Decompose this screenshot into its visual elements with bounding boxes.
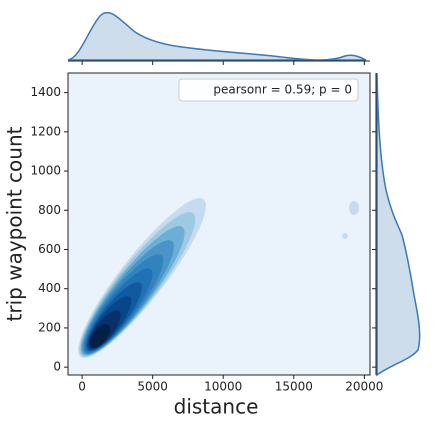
x-tick-label: 0 (78, 380, 86, 394)
x-tick-label: 5000 (137, 380, 168, 394)
density-level (89, 324, 111, 348)
y-tick-label: 600 (38, 242, 61, 256)
y-tick-label: 200 (38, 320, 61, 334)
density-contours (78, 198, 359, 358)
annotation: pearsonr = 0.59; p = 0 (213, 83, 352, 97)
y-tick-label: 1000 (30, 164, 61, 178)
y-tick-label: 400 (38, 281, 61, 295)
y-tick-label: 1200 (30, 124, 61, 138)
density-island (349, 201, 359, 215)
top-marginal (67, 11, 367, 61)
plot-frame (67, 72, 371, 376)
right-marginal (376, 72, 421, 377)
y-tick-label: 1400 (30, 85, 61, 99)
x-tick-label: 20000 (345, 380, 383, 394)
y-tick-label: 0 (53, 360, 61, 374)
legend-box (178, 78, 359, 102)
y-tick-label: 800 (38, 203, 61, 217)
x-tick-label: 10000 (204, 380, 242, 394)
density-island (342, 233, 348, 239)
x-tick-label: 15000 (275, 380, 313, 394)
y-axis-label: trip waypoint count (3, 126, 27, 321)
x-axis-label: distance (174, 395, 259, 419)
